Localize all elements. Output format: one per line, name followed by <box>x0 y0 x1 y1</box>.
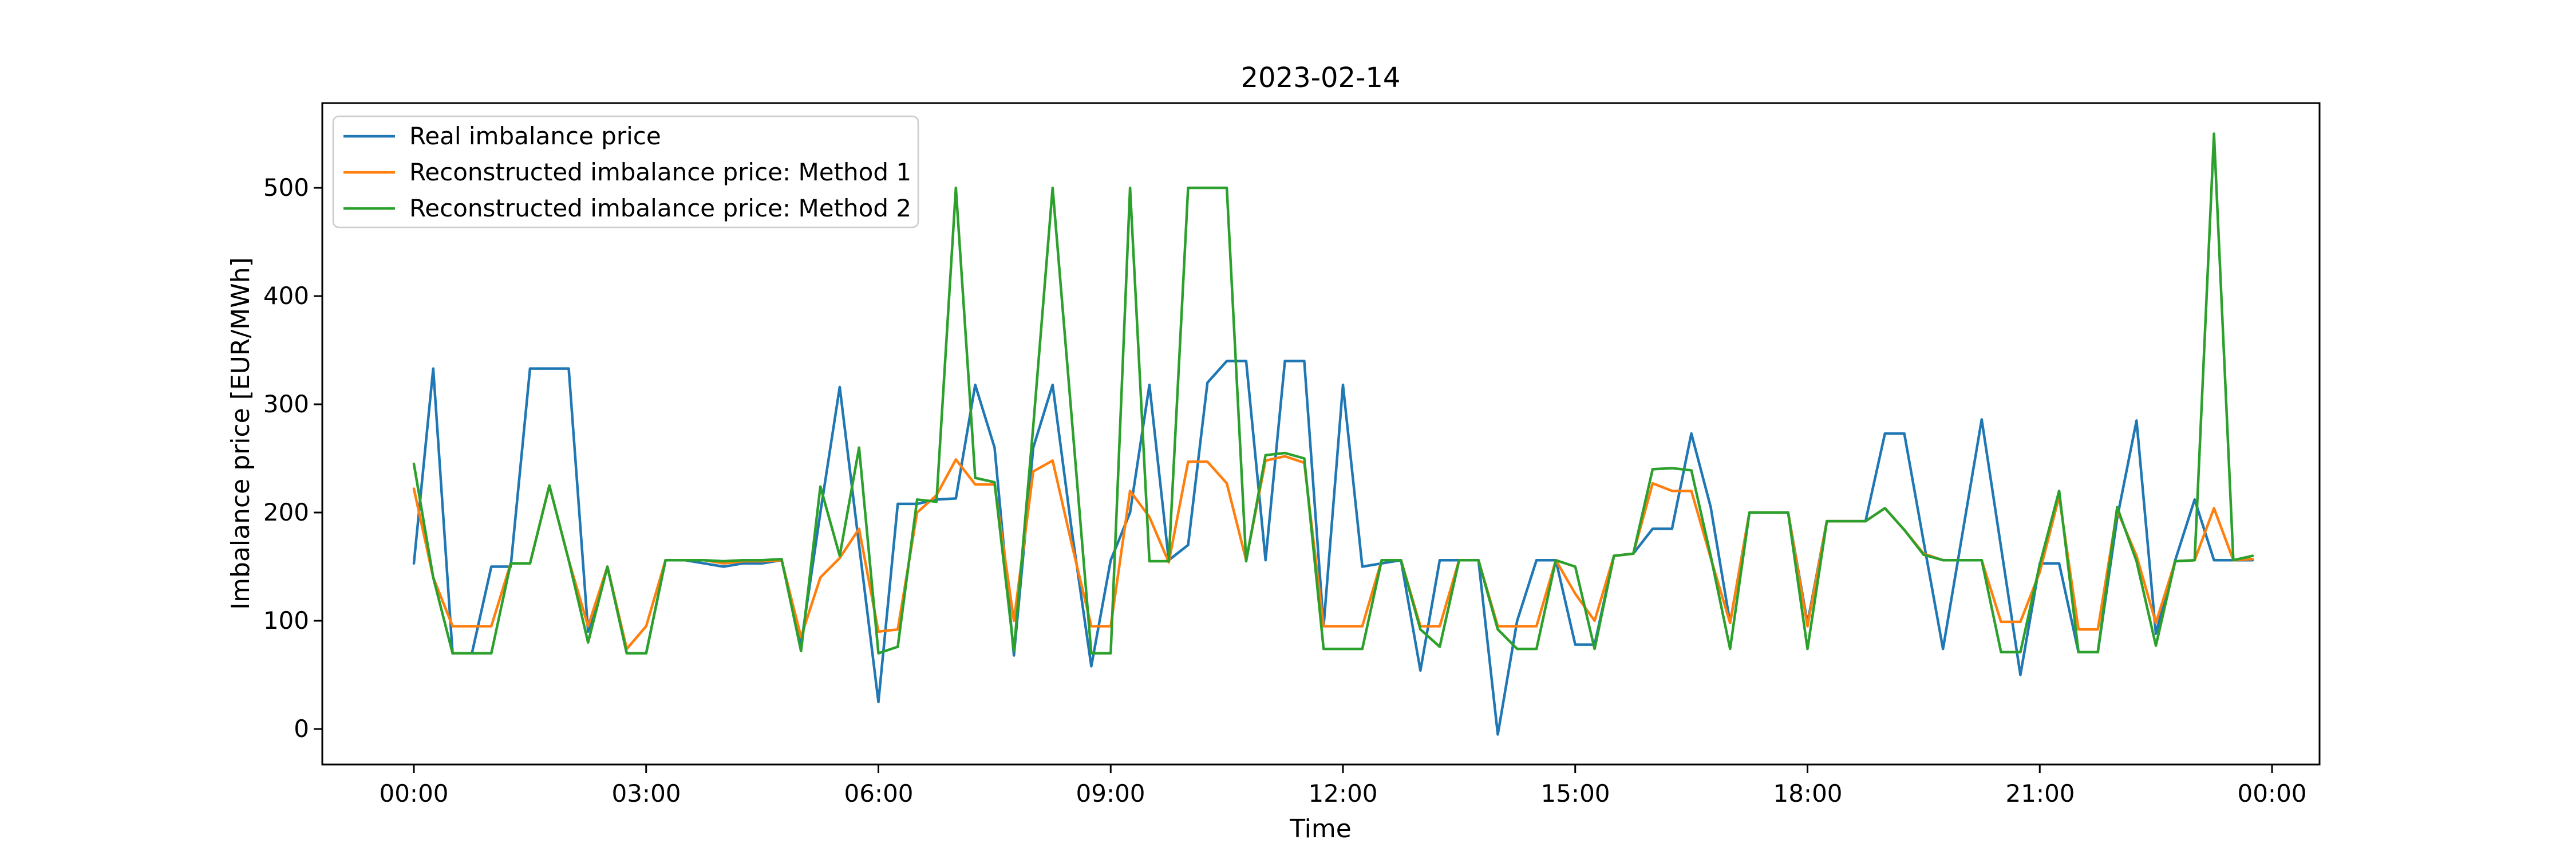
x-axis-label: Time <box>1289 814 1352 844</box>
series-line-1 <box>412 455 2254 651</box>
x-tick-label: 03:00 <box>611 779 681 807</box>
y-tick-label: 500 <box>263 174 309 202</box>
series-lines <box>412 132 2254 736</box>
legend: Real imbalance price Reconstructed imbal… <box>332 115 919 228</box>
axes-spines <box>321 102 2321 766</box>
x-tick-label: 12:00 <box>1308 779 1377 807</box>
y-tick-label: 200 <box>263 498 309 526</box>
legend-label-method2: Reconstructed imbalance price: Method 2 <box>409 194 911 222</box>
x-tick-label: 15:00 <box>1540 779 1610 807</box>
y-tick-labels: 0 100 200 300 400 500 <box>263 174 309 743</box>
legend-label-method1: Reconstructed imbalance price: Method 1 <box>409 158 911 186</box>
x-tick-label: 00:00 <box>379 779 448 807</box>
y-axis-label: Imbalance price [EUR/MWh] <box>226 257 255 610</box>
y-tick-label: 0 <box>294 715 309 743</box>
y-tick-label: 100 <box>263 606 309 635</box>
series-line-2 <box>412 132 2254 655</box>
chart-title: 2023-02-14 <box>1241 62 1401 94</box>
x-tick-label: 18:00 <box>1773 779 1842 807</box>
x-tick-labels: 00:00 03:00 06:00 09:00 12:00 15:00 18:0… <box>379 779 2306 807</box>
legend-box <box>332 115 919 228</box>
series-line-0 <box>412 360 2254 736</box>
x-tick-label: 00:00 <box>2237 779 2306 807</box>
tick-marks <box>314 187 2273 773</box>
legend-label-real: Real imbalance price <box>409 122 661 150</box>
y-tick-label: 400 <box>263 282 309 310</box>
x-tick-label: 09:00 <box>1076 779 1145 807</box>
x-tick-label: 21:00 <box>2005 779 2075 807</box>
y-tick-label: 300 <box>263 390 309 418</box>
x-tick-label: 06:00 <box>844 779 913 807</box>
